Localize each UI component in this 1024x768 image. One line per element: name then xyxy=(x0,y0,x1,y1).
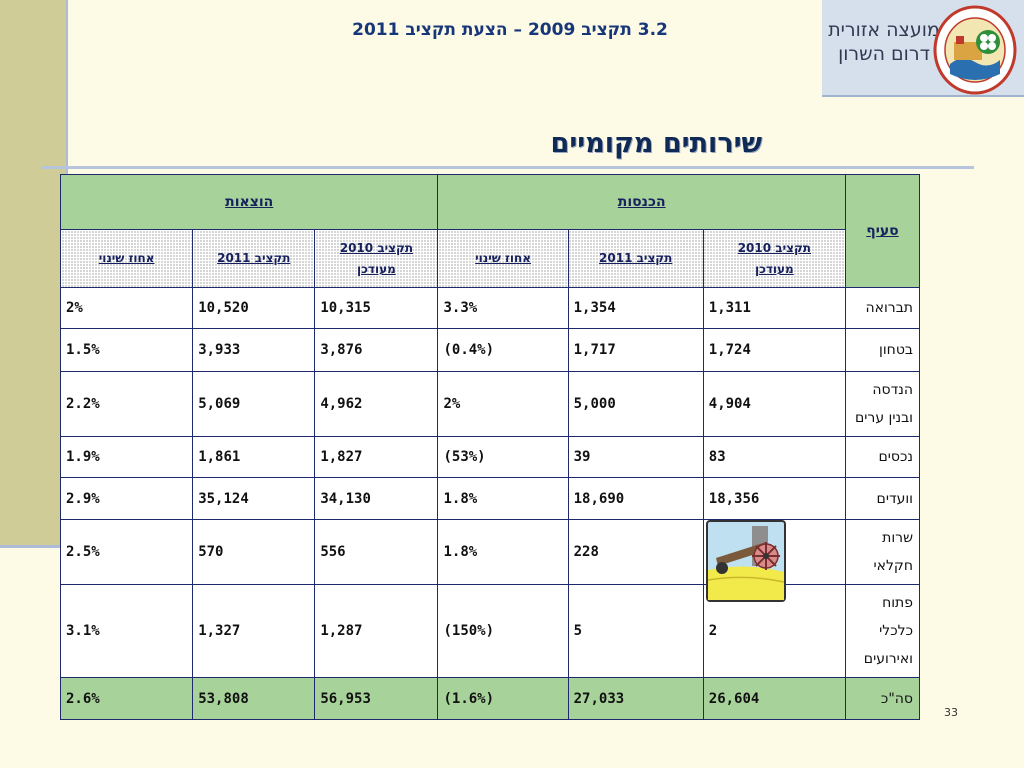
row-label-header: סעיף xyxy=(844,174,921,288)
income-2010-cell: 83 xyxy=(702,436,846,478)
expense-2010-cell: 10,315 xyxy=(314,287,439,329)
logo-line-1: מועצה אזורית xyxy=(828,19,940,41)
table-row: הנדסה ובנין ערים 4,904 5,000 2% 4,962 5,… xyxy=(59,371,921,437)
logo-text: מועצה אזורית דרום השרון xyxy=(828,18,940,66)
table-row: שרות חקלאי 224 228 1.8% 556 570 2.5% xyxy=(59,519,921,585)
income-2011-total: 27,033 xyxy=(567,677,704,720)
table-row: תברואה 1,311 1,354 3.3% 10,315 10,520 2% xyxy=(59,287,921,329)
income-change-cell: (150%) xyxy=(437,584,569,678)
table-subheader-row: תקציב 2010 מעודכן תקציב 2011 אחוז שינוי … xyxy=(59,229,920,288)
income-2010-header: תקציב 2010 מעודכן xyxy=(702,229,846,288)
expense-2010-cell: 3,876 xyxy=(314,328,439,372)
council-seal-icon xyxy=(933,5,1017,95)
table-row: פתוח כלכלי ואירועים 2 5 (150%) 1,287 1,3… xyxy=(59,584,921,678)
section-heading: שירותים מקומיים xyxy=(550,128,762,159)
logo-box: מועצה אזורית דרום השרון xyxy=(822,0,1024,97)
income-change-cell: (0.4%) xyxy=(437,328,569,372)
expense-2010-cell: 1,827 xyxy=(314,436,439,478)
table-row: בטחון 1,724 1,717 (0.4%) 3,876 3,933 1.5… xyxy=(59,328,921,372)
income-2011-cell: 18,690 xyxy=(567,477,704,520)
income-2011-cell: 39 xyxy=(567,436,704,478)
table-row: וועדים 18,356 18,690 1.8% 34,130 35,124 … xyxy=(59,477,921,520)
expense-2010-cell: 1,287 xyxy=(314,584,439,678)
expense-change-cell: 2.5% xyxy=(59,519,194,585)
expense-2010-header-line1: תקציב 2010 xyxy=(339,240,414,255)
row-label: הנדסה ובנין ערים xyxy=(844,371,921,437)
expense-2010-header-line2: מעודכן xyxy=(357,261,396,276)
income-2011-header: תקציב 2011 xyxy=(567,229,704,288)
expense-change-total: 2.6% xyxy=(59,677,194,720)
income-change-total: (1.6%) xyxy=(437,677,569,720)
row-label: פתוח כלכלי ואירועים xyxy=(844,584,921,678)
expense-change-cell: 1.5% xyxy=(59,328,194,372)
total-row: סה"כ 26,604 27,033 (1.6%) 56,953 53,808 … xyxy=(59,677,921,720)
expense-change-cell: 2.9% xyxy=(59,477,194,520)
left-decorative-band xyxy=(0,0,66,545)
income-change-header: אחוז שינוי xyxy=(437,229,569,288)
income-2010-total: 26,604 xyxy=(702,677,846,720)
income-2010-cell: 4,904 xyxy=(702,371,846,437)
income-change-cell: (53%) xyxy=(437,436,569,478)
income-header: הכנסות xyxy=(437,174,846,230)
expense-2011-cell: 1,327 xyxy=(192,584,316,678)
income-change-cell: 2% xyxy=(437,371,569,437)
expense-change-cell: 1.9% xyxy=(59,436,194,478)
expense-2011-cell: 35,124 xyxy=(192,477,316,520)
table-header-row: סעיף הכנסות הוצאות xyxy=(59,174,921,288)
expense-change-cell: 2% xyxy=(59,287,194,329)
row-label: תברואה xyxy=(844,287,921,329)
expense-2011-cell: 10,520 xyxy=(192,287,316,329)
left-band-underline xyxy=(0,545,68,548)
income-2011-cell: 1,354 xyxy=(567,287,704,329)
row-label: שרות חקלאי xyxy=(844,519,921,585)
income-change-cell: 1.8% xyxy=(437,477,569,520)
income-2011-cell: 228 xyxy=(567,519,704,585)
expense-2010-cell: 34,130 xyxy=(314,477,439,520)
page-number: 33 xyxy=(944,706,958,719)
income-2011-cell: 5 xyxy=(567,584,704,678)
expense-change-cell: 3.1% xyxy=(59,584,194,678)
expense-2010-header: תקציב 2010 מעודכן xyxy=(314,229,439,288)
table-row: נכסים 83 39 (53%) 1,827 1,861 1.9% xyxy=(59,436,921,478)
income-2010-header-line1: תקציב 2010 xyxy=(737,240,811,255)
expense-2011-header: תקציב 2011 xyxy=(192,229,316,288)
expense-change-cell: 2.2% xyxy=(59,371,194,437)
expense-2010-cell: 556 xyxy=(314,519,439,585)
expense-2011-cell: 5,069 xyxy=(192,371,316,437)
row-label: נכסים xyxy=(844,436,921,478)
expense-2011-total: 53,808 xyxy=(192,677,316,720)
expense-2011-cell: 1,861 xyxy=(192,436,316,478)
row-label: וועדים xyxy=(844,477,921,520)
income-2011-cell: 1,717 xyxy=(567,328,704,372)
income-change-cell: 3.3% xyxy=(437,287,569,329)
total-label: סה"כ xyxy=(844,677,921,720)
expense-change-header: אחוז שינוי xyxy=(59,229,194,288)
heading-divider xyxy=(42,166,974,169)
income-change-cell: 1.8% xyxy=(437,519,569,585)
income-2010-cell: 1,311 xyxy=(702,287,846,329)
income-2010-cell: 1,724 xyxy=(702,328,846,372)
logo-line-2: דרום השרון xyxy=(838,43,930,65)
expense-header: הוצאות xyxy=(59,174,439,230)
farm-machine-icon xyxy=(706,520,786,602)
income-2010-header-line2: מעודכן xyxy=(754,261,794,276)
expense-2011-cell: 570 xyxy=(192,519,316,585)
row-label: בטחון xyxy=(844,328,921,372)
expense-2010-cell: 4,962 xyxy=(314,371,439,437)
expense-2011-cell: 3,933 xyxy=(192,328,316,372)
income-2010-cell: 18,356 xyxy=(702,477,846,520)
income-2011-cell: 5,000 xyxy=(567,371,704,437)
expense-2010-total: 56,953 xyxy=(314,677,439,720)
slide-title: 3.2 תקציב 2009 – הצעת תקציב 2011 xyxy=(352,20,668,40)
budget-table: סעיף הכנסות הוצאות תקציב 2010 מעודכן תקצ… xyxy=(59,174,921,720)
